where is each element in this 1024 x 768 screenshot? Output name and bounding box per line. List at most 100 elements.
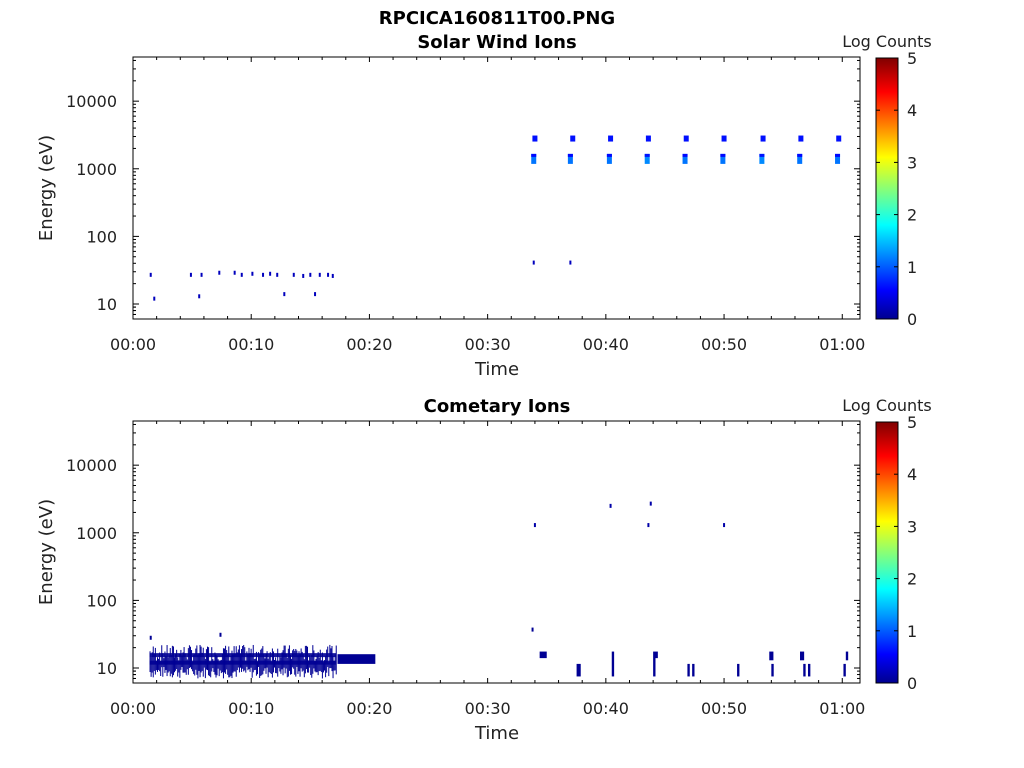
data-cell xyxy=(645,135,651,142)
data-band-stroke xyxy=(258,652,260,667)
data-band-stroke xyxy=(296,650,298,667)
data-band-stroke xyxy=(275,657,277,674)
data-cell xyxy=(683,135,689,142)
data-cell xyxy=(533,523,536,528)
y-tick-label: 10 xyxy=(97,659,117,678)
data-band-stroke xyxy=(215,654,217,678)
data-band-stroke xyxy=(266,651,268,668)
data-cell xyxy=(276,272,279,277)
data-band-stroke xyxy=(267,658,269,678)
data-cell xyxy=(531,627,534,632)
data-cell xyxy=(760,135,766,142)
data-bar xyxy=(803,663,806,677)
data-band-core xyxy=(149,660,337,665)
data-cell xyxy=(327,272,330,277)
data-band-stroke xyxy=(196,645,198,675)
data-band-stroke xyxy=(333,660,335,671)
data-band-stroke xyxy=(227,654,229,675)
x-tick-label: 00:00 xyxy=(110,699,156,718)
data-cell xyxy=(606,153,612,164)
x-tick-label: 00:10 xyxy=(228,699,274,718)
data-bar xyxy=(687,663,690,677)
data-cell xyxy=(759,153,765,164)
data-band-stroke xyxy=(233,646,235,672)
data-cell xyxy=(723,523,726,528)
data-band-stroke xyxy=(310,657,312,676)
colorbar-tick-label: 4 xyxy=(907,465,917,484)
data-bar xyxy=(692,663,695,677)
data-band-stroke xyxy=(299,654,301,677)
data-cell xyxy=(292,272,295,277)
data-bar xyxy=(539,651,547,659)
data-band-stroke xyxy=(284,645,286,674)
data-cell xyxy=(531,153,537,164)
y-tick-label: 10000 xyxy=(66,456,117,475)
colorbar-tick-label: 0 xyxy=(907,310,917,329)
data-cell xyxy=(532,135,538,142)
colorbar-tick-label: 1 xyxy=(907,258,917,277)
data-band-stroke xyxy=(195,648,197,670)
x-tick-label: 00:40 xyxy=(583,699,629,718)
data-band-stroke xyxy=(331,646,333,672)
data-band-stroke xyxy=(270,661,272,674)
data-band-stroke xyxy=(220,659,222,674)
data-band-core xyxy=(149,653,337,658)
panel-title: Cometary Ions xyxy=(424,396,571,417)
data-band-stroke xyxy=(276,661,278,674)
x-axis-label: Time xyxy=(474,359,519,380)
data-band-stroke xyxy=(280,657,282,674)
data-band-stroke xyxy=(325,655,327,678)
data-cell xyxy=(682,153,688,164)
data-band-stroke xyxy=(303,659,305,678)
data-band-stroke xyxy=(224,648,226,673)
data-cell xyxy=(318,272,321,277)
data-band-stroke xyxy=(289,654,291,675)
data-band-stroke xyxy=(313,650,315,669)
data-cell xyxy=(283,292,286,297)
data-cell-edge xyxy=(835,153,841,157)
data-band-stroke xyxy=(207,646,209,671)
data-cell xyxy=(314,292,317,297)
colorbar-tick-label: 5 xyxy=(907,413,917,432)
data-band-stroke xyxy=(328,662,330,677)
colorbar-tick-label: 5 xyxy=(907,49,917,68)
data-band-stroke xyxy=(242,645,244,669)
data-cell xyxy=(720,153,726,164)
y-tick-label: 100 xyxy=(86,227,117,246)
data-cell-edge xyxy=(720,153,726,157)
data-cell xyxy=(649,501,652,506)
data-cell-edge xyxy=(606,153,612,157)
data-band-stroke xyxy=(162,653,164,677)
data-band-stroke xyxy=(248,647,250,670)
data-bar xyxy=(769,651,774,661)
data-bar xyxy=(655,651,658,659)
data-band-stroke xyxy=(308,660,310,673)
solar-wind-panel: Solar Wind Ions 00:00 00:10 00:20 00:30 00:4… xyxy=(36,32,932,380)
data-band-stroke xyxy=(150,657,152,677)
data-band-stroke xyxy=(311,654,313,678)
plot-area-frame xyxy=(132,56,861,320)
colorbar xyxy=(875,421,899,684)
data-band-stroke xyxy=(312,645,314,674)
colorbar-tick-label: 2 xyxy=(907,206,917,225)
data-marks xyxy=(149,501,849,679)
data-cell xyxy=(149,635,152,640)
x-tick-label: 00:50 xyxy=(701,699,747,718)
data-cell xyxy=(608,135,614,142)
data-cell xyxy=(609,503,612,508)
x-tick-label: 01:00 xyxy=(819,699,865,718)
colorbar-tick-label: 4 xyxy=(907,101,917,120)
data-band-stroke xyxy=(246,651,248,667)
data-band-stroke xyxy=(237,649,239,668)
data-band-stroke xyxy=(278,661,280,669)
data-cell xyxy=(153,296,156,301)
data-band-stroke xyxy=(216,656,218,676)
x-tick-label: 01:00 xyxy=(819,335,865,354)
data-band-stroke xyxy=(292,650,294,668)
data-cell xyxy=(644,153,650,164)
data-band-stroke xyxy=(322,662,324,673)
data-band-stroke xyxy=(238,645,240,673)
data-band-stroke xyxy=(319,649,321,671)
data-band-stroke xyxy=(226,650,228,670)
